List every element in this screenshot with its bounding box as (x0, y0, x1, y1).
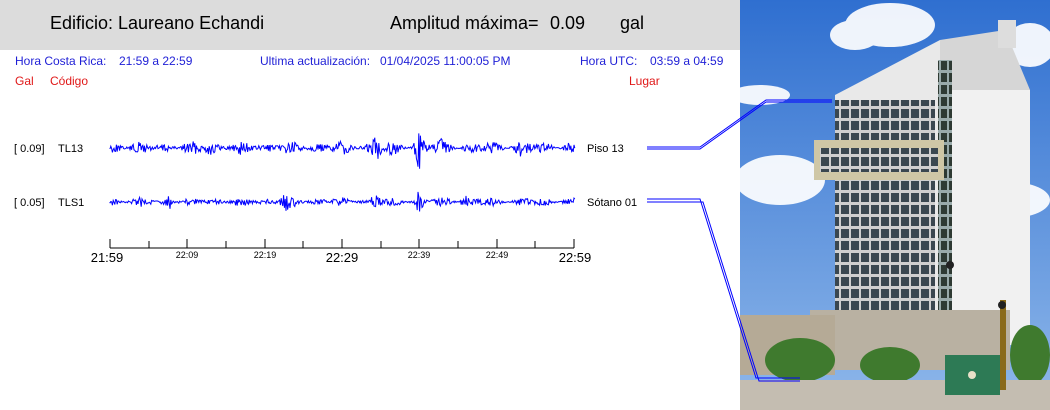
code-column-label: Código (50, 74, 89, 88)
channel-code: TL13 (58, 143, 83, 155)
building-title: Edificio: Laureano Echandi (50, 13, 265, 33)
cr-time-label: Hora Costa Rica: (15, 54, 107, 68)
channel-code: TLS1 (58, 197, 84, 209)
channel-row-tl13: [ 0.09] TL13 Piso 13 (14, 133, 624, 169)
channel-row-tls1: [ 0.05] TLS1 Sótano 01 (14, 191, 637, 212)
cr-time-range: 21:59 a 22:59 (119, 54, 193, 68)
axis-label-major: 21:59 (91, 250, 124, 265)
header-bar: Edificio: Laureano Echandi Amplitud máxi… (0, 0, 740, 50)
max-amplitude-label: Amplitud máxima= (390, 13, 539, 33)
channel-place: Sótano 01 (587, 197, 637, 209)
channel-place: Piso 13 (587, 143, 624, 155)
building-photo (740, 0, 1050, 410)
last-update-label: Ultima actualización: (260, 54, 371, 68)
max-amplitude-value: 0.09 (550, 13, 586, 33)
channel-amplitude: [ 0.05] (14, 197, 45, 209)
channel-amplitude: [ 0.09] (14, 143, 45, 155)
axis-label-major: 22:59 (559, 250, 592, 265)
axis-label-minor: 22:39 (408, 250, 431, 260)
last-update-value: 01/04/2025 11:00:05 PM (380, 54, 511, 68)
trace-tls1 (109, 191, 576, 212)
axis-label-minor: 22:09 (176, 250, 199, 260)
gal-column-label: Gal (15, 74, 34, 88)
max-amplitude-unit: gal (620, 13, 645, 33)
utc-time-range: 03:59 a 04:59 (650, 54, 724, 68)
axis-label-minor: 22:49 (486, 250, 509, 260)
utc-time-label: Hora UTC: (580, 54, 638, 68)
axis-label-minor: 22:19 (254, 250, 277, 260)
place-column-label: Lugar (629, 74, 660, 88)
trace-tl13 (109, 133, 576, 169)
seismogram-panel: [ 0.09] TL13 Piso 13 [ 0.05] TLS1 Sótano… (14, 133, 637, 265)
axis-label-major: 22:29 (326, 250, 359, 265)
time-axis: 21:59 22:29 22:59 22:09 22:19 22:39 22:4… (91, 239, 592, 265)
